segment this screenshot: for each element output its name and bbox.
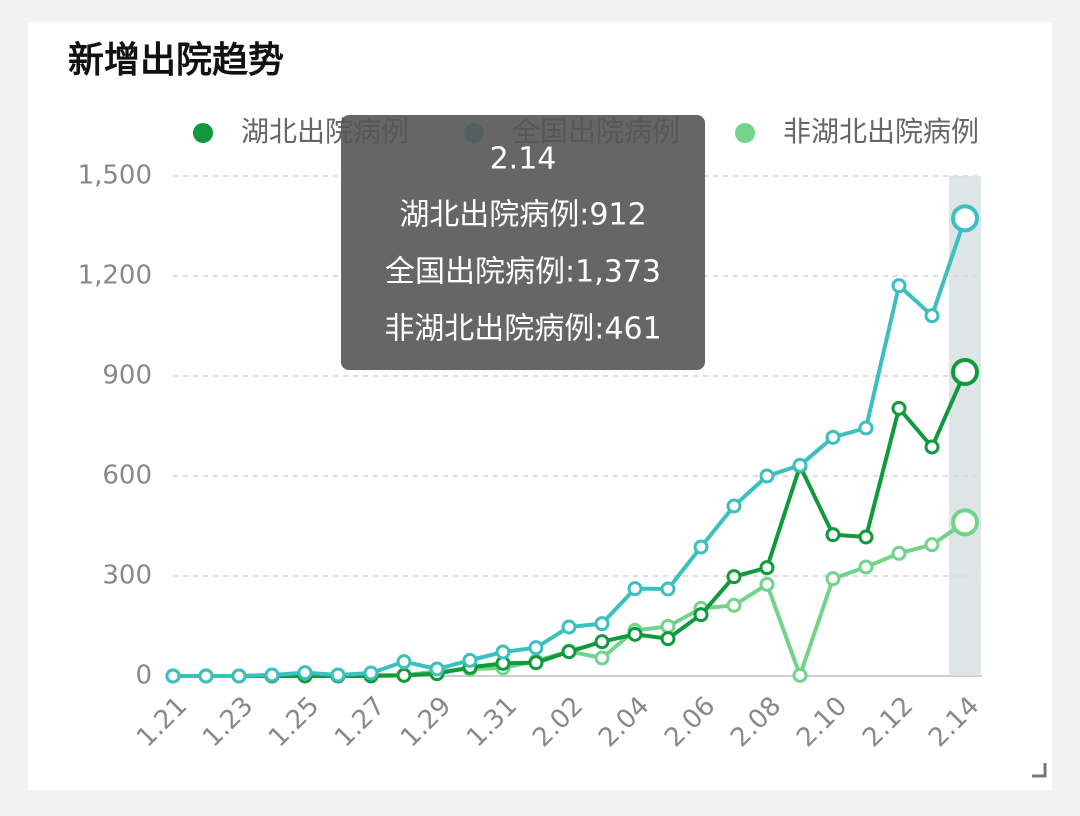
data-point: [951, 508, 979, 537]
data-point: [396, 667, 412, 683]
data-point: [594, 650, 610, 666]
data-point: [528, 655, 544, 671]
data-point: [693, 607, 709, 623]
data-point: [924, 308, 940, 324]
legend-marker: [735, 123, 755, 143]
tooltip-title: 2.14: [490, 142, 557, 177]
data-point: [528, 640, 544, 656]
tooltip-line: 湖北出院病例:912: [399, 198, 646, 233]
data-point: [660, 631, 676, 647]
legend-label: 非湖北出院病例: [783, 115, 979, 148]
tooltip-line: 非湖北出院病例:461: [384, 312, 661, 347]
tooltip-box: [341, 115, 705, 370]
chart-title: 新增出院趋势: [68, 40, 284, 81]
data-point: [462, 652, 478, 668]
data-point: [561, 619, 577, 635]
data-point: [726, 597, 742, 613]
data-point: [330, 667, 346, 683]
resize-icon: [1032, 763, 1047, 778]
data-point: [693, 539, 709, 555]
data-point: [825, 527, 841, 543]
data-point: [165, 668, 181, 684]
y-tick-label: 1,200: [78, 261, 152, 291]
tooltip-line: 全国出院病例:1,373: [385, 255, 661, 290]
data-point: [858, 420, 874, 436]
legend-marker: [193, 123, 213, 143]
y-tick-label: 600: [102, 461, 152, 491]
data-point: [825, 571, 841, 587]
data-point: [891, 545, 907, 561]
y-tick-label: 900: [102, 361, 152, 391]
data-point: [396, 654, 412, 670]
data-point: [792, 457, 808, 473]
data-point: [891, 400, 907, 416]
tooltip: 2.14 湖北出院病例:912 全国出院病例:1,373 非湖北出院病例:461: [341, 115, 705, 370]
data-point: [561, 644, 577, 660]
data-point: [495, 644, 511, 660]
data-point: [759, 576, 775, 592]
data-point: [792, 667, 808, 683]
data-point: [363, 665, 379, 681]
data-point: [660, 618, 676, 634]
data-point: [951, 358, 979, 386]
data-point: [429, 661, 445, 677]
data-point: [660, 581, 676, 597]
data-point: [594, 634, 610, 650]
data-point: [891, 278, 907, 294]
data-point: [231, 668, 247, 684]
data-point: [759, 560, 775, 576]
y-tick-label: 1,500: [78, 161, 152, 191]
data-point: [924, 537, 940, 553]
data-point: [858, 529, 874, 545]
data-point: [198, 668, 214, 684]
data-point: [726, 569, 742, 585]
hover-band: [949, 176, 981, 676]
data-point: [951, 204, 979, 233]
data-point: [726, 498, 742, 514]
data-point: [627, 626, 643, 642]
data-point: [759, 468, 775, 484]
data-point: [297, 665, 313, 681]
y-tick-label: 0: [135, 661, 152, 691]
data-point: [264, 667, 280, 683]
data-point: [825, 429, 841, 445]
data-point: [594, 616, 610, 632]
y-tick-label: 300: [102, 561, 152, 591]
data-point: [627, 581, 643, 597]
data-point: [858, 559, 874, 575]
data-point: [924, 439, 940, 455]
